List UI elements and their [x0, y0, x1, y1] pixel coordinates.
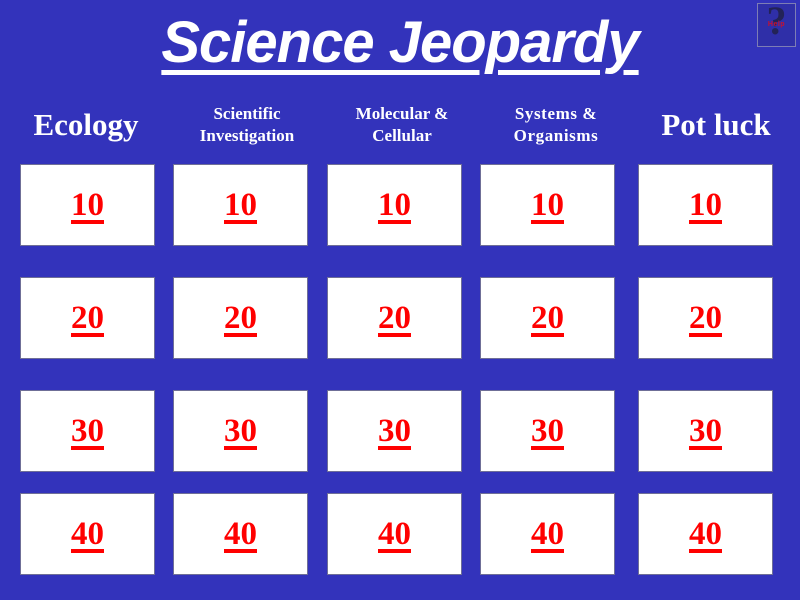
clue-cell-ecology-40[interactable]: 40	[20, 493, 155, 575]
clue-value: 20	[689, 299, 722, 336]
clue-value: 20	[71, 299, 104, 336]
clue-cell-systems-organisms-10[interactable]: 10	[480, 164, 615, 246]
clue-value: 30	[224, 412, 257, 449]
clue-value: 40	[224, 515, 257, 552]
board-title-bar: Science Jeopardy	[0, 4, 800, 82]
clue-cell-ecology-30[interactable]: 30	[20, 390, 155, 472]
clue-value: 10	[689, 186, 722, 223]
clue-value: 10	[531, 186, 564, 223]
clue-cell-pot-luck-10[interactable]: 10	[638, 164, 773, 246]
clue-cell-systems-organisms-20[interactable]: 20	[480, 277, 615, 359]
clue-cell-systems-organisms-40[interactable]: 40	[480, 493, 615, 575]
clue-value: 40	[689, 515, 722, 552]
clue-cell-pot-luck-40[interactable]: 40	[638, 493, 773, 575]
help-badge-caption: Help	[767, 21, 786, 28]
clue-cell-scientific-investigation-30[interactable]: 30	[173, 390, 308, 472]
clue-value: 20	[378, 299, 411, 336]
clue-cell-molecular-cellular-40[interactable]: 40	[327, 493, 462, 575]
clue-cell-molecular-cellular-10[interactable]: 10	[327, 164, 462, 246]
clue-value: 40	[378, 515, 411, 552]
clue-value: 20	[224, 299, 257, 336]
clue-value: 30	[689, 412, 722, 449]
clue-value: 30	[378, 412, 411, 449]
category-header-row: Ecology Scientific Investigation Molecul…	[0, 92, 800, 158]
question-mark-icon: ?	[766, 3, 787, 43]
category-header-ecology: Ecology	[33, 107, 139, 143]
page-title: Science Jeopardy	[161, 10, 639, 75]
clue-value: 40	[531, 515, 564, 552]
clue-cell-ecology-20[interactable]: 20	[20, 277, 155, 359]
category-header-scientific-investigation: Scientific Investigation	[199, 104, 295, 145]
clue-cell-molecular-cellular-20[interactable]: 20	[327, 277, 462, 359]
clue-cell-systems-organisms-30[interactable]: 30	[480, 390, 615, 472]
clue-value: 20	[531, 299, 564, 336]
clue-value: 10	[224, 186, 257, 223]
clue-value: 40	[71, 515, 104, 552]
help-badge[interactable]: ? Help	[757, 3, 796, 47]
clue-cell-scientific-investigation-40[interactable]: 40	[173, 493, 308, 575]
clue-value: 30	[71, 412, 104, 449]
clue-cell-scientific-investigation-10[interactable]: 10	[173, 164, 308, 246]
category-header-pot-luck: Pot luck	[661, 107, 771, 143]
clue-value: 30	[531, 412, 564, 449]
clue-cell-pot-luck-20[interactable]: 20	[638, 277, 773, 359]
clue-cell-ecology-10[interactable]: 10	[20, 164, 155, 246]
clue-cell-molecular-cellular-30[interactable]: 30	[327, 390, 462, 472]
clue-cell-scientific-investigation-20[interactable]: 20	[173, 277, 308, 359]
category-header-molecular-cellular: Molecular & Cellular	[355, 104, 449, 145]
clue-value: 10	[71, 186, 104, 223]
category-header-systems-organisms: Systems & Organisms	[513, 104, 599, 145]
clue-value: 10	[378, 186, 411, 223]
clue-cell-pot-luck-30[interactable]: 30	[638, 390, 773, 472]
